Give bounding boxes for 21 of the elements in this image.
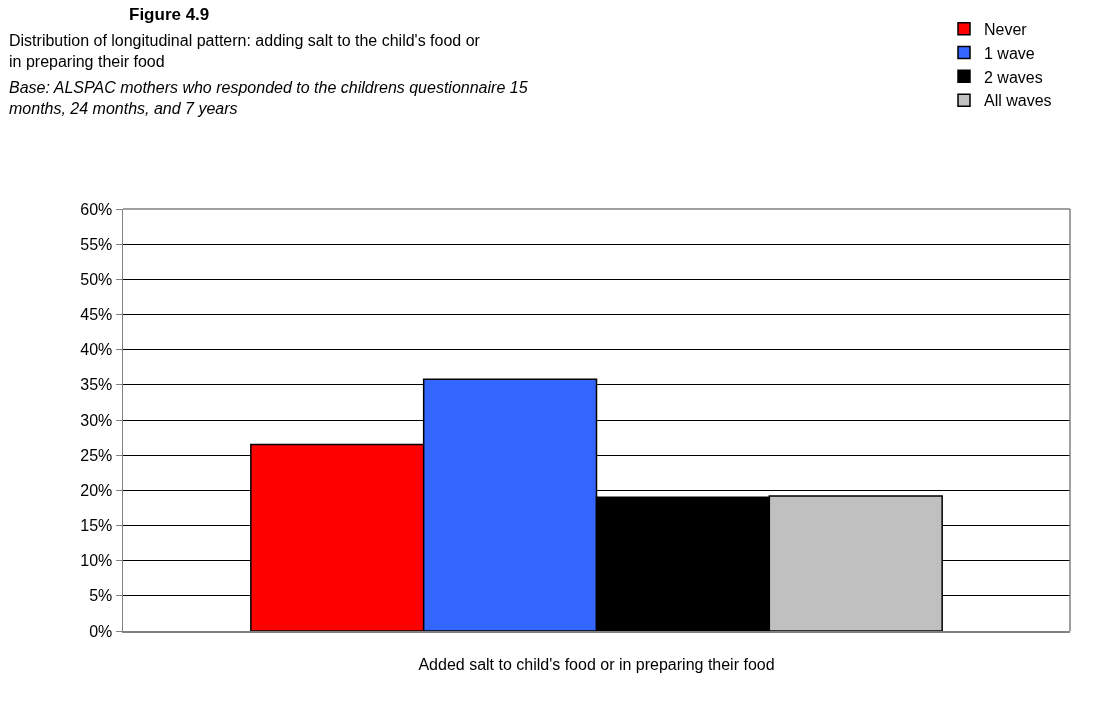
y-tick-label: 35% (80, 376, 113, 394)
legend-label: 2 waves (984, 68, 1043, 86)
legend-label: 1 wave (984, 44, 1035, 62)
y-tick-label: 15% (80, 517, 113, 535)
y-tick-label: 10% (80, 552, 113, 570)
chart-subtitle: Distribution of longitudinal pattern: adding salt to the child's food or in preparing their food (9, 32, 481, 70)
y-tick-label: 55% (80, 235, 113, 253)
legend-label: Never (984, 21, 1028, 39)
y-tick-label: 50% (80, 270, 113, 288)
y-tick-label: 60% (80, 200, 113, 218)
y-tick-label: 30% (80, 411, 113, 429)
y-tick-label: 40% (80, 341, 113, 359)
y-tick-label: 0% (89, 622, 113, 640)
y-tick-label: 5% (89, 587, 113, 605)
y-tick-label: 20% (80, 481, 113, 499)
text: Base: ALSPAC mothers who responded to the childrens questionnaire 15 months, 24 months, and 7 years (9, 79, 528, 117)
y-tick-label: 25% (80, 446, 113, 464)
chart-title: Figure 4.9 (129, 4, 210, 24)
legend-label: All waves (984, 92, 1052, 110)
x-tick-label: Added salt to child's food or in preparing their food (418, 655, 775, 673)
y-tick-label: 45% (80, 306, 113, 324)
